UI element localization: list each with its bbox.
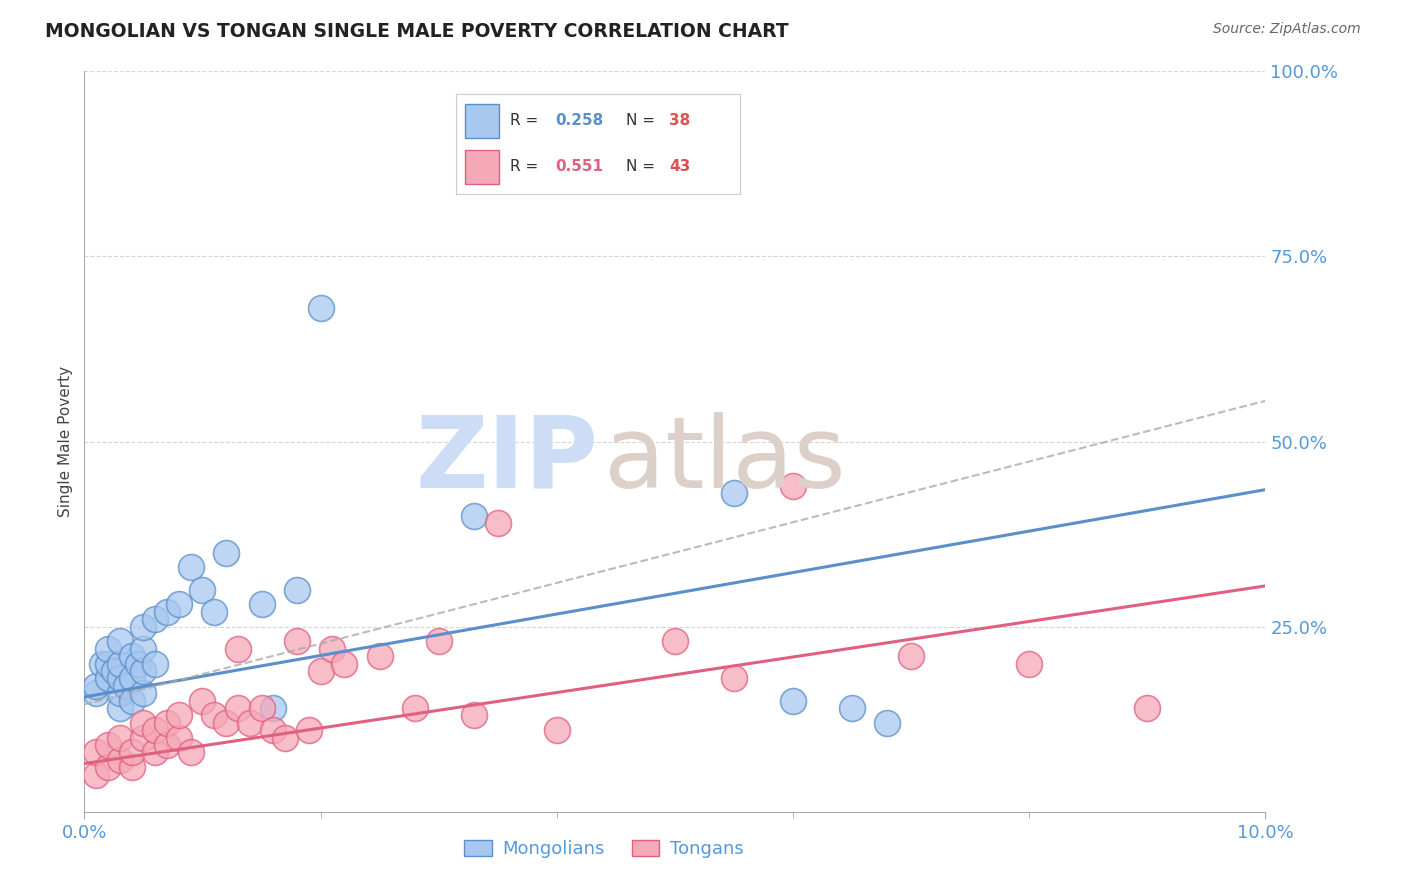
- Point: [143, 612, 166, 626]
- Point: [108, 731, 131, 745]
- Point: [546, 723, 568, 738]
- Point: [285, 582, 308, 597]
- Point: [127, 657, 149, 671]
- Point: [143, 657, 166, 671]
- Point: [274, 731, 297, 745]
- Point: [108, 672, 131, 686]
- Point: [97, 672, 120, 686]
- Point: [143, 723, 166, 738]
- Point: [782, 694, 804, 708]
- Point: [132, 619, 155, 633]
- Y-axis label: Single Male Poverty: Single Male Poverty: [58, 366, 73, 517]
- Point: [108, 753, 131, 767]
- Point: [463, 708, 485, 723]
- Point: [463, 508, 485, 523]
- Point: [226, 641, 249, 656]
- Point: [121, 649, 143, 664]
- Point: [132, 686, 155, 700]
- Point: [132, 641, 155, 656]
- Point: [250, 701, 273, 715]
- Point: [427, 634, 450, 648]
- Point: [156, 738, 179, 752]
- Point: [156, 605, 179, 619]
- Point: [202, 605, 225, 619]
- Point: [1018, 657, 1040, 671]
- Point: [156, 715, 179, 730]
- Point: [132, 731, 155, 745]
- Point: [167, 731, 190, 745]
- Point: [121, 672, 143, 686]
- Text: MONGOLIAN VS TONGAN SINGLE MALE POVERTY CORRELATION CHART: MONGOLIAN VS TONGAN SINGLE MALE POVERTY …: [45, 22, 789, 41]
- Point: [333, 657, 356, 671]
- Point: [368, 649, 391, 664]
- Point: [250, 598, 273, 612]
- Point: [91, 657, 114, 671]
- Point: [97, 657, 120, 671]
- Point: [841, 701, 863, 715]
- Point: [108, 634, 131, 648]
- Legend: Mongolians, Tongans: Mongolians, Tongans: [457, 833, 751, 865]
- Point: [132, 664, 155, 678]
- Point: [876, 715, 898, 730]
- Text: ZIP: ZIP: [415, 411, 598, 508]
- Point: [180, 746, 202, 760]
- Point: [664, 634, 686, 648]
- Point: [143, 746, 166, 760]
- Point: [900, 649, 922, 664]
- Text: Source: ZipAtlas.com: Source: ZipAtlas.com: [1213, 22, 1361, 37]
- Point: [180, 560, 202, 574]
- Point: [309, 664, 332, 678]
- Point: [167, 708, 190, 723]
- Point: [108, 657, 131, 671]
- Point: [84, 679, 107, 693]
- Point: [202, 708, 225, 723]
- Point: [132, 715, 155, 730]
- Point: [84, 746, 107, 760]
- Text: atlas: atlas: [605, 411, 845, 508]
- Point: [262, 701, 284, 715]
- Point: [215, 546, 238, 560]
- Point: [97, 641, 120, 656]
- Point: [121, 694, 143, 708]
- Point: [121, 760, 143, 774]
- Point: [97, 738, 120, 752]
- Point: [167, 598, 190, 612]
- Point: [191, 694, 214, 708]
- Point: [404, 701, 426, 715]
- Point: [114, 679, 136, 693]
- Point: [723, 672, 745, 686]
- Point: [239, 715, 262, 730]
- Point: [285, 634, 308, 648]
- Point: [84, 767, 107, 781]
- Point: [309, 301, 332, 316]
- Point: [723, 486, 745, 500]
- Point: [97, 760, 120, 774]
- Point: [108, 686, 131, 700]
- Point: [108, 701, 131, 715]
- Point: [191, 582, 214, 597]
- Point: [298, 723, 321, 738]
- Point: [226, 701, 249, 715]
- Point: [121, 746, 143, 760]
- Point: [486, 516, 509, 530]
- Point: [1136, 701, 1159, 715]
- Point: [782, 479, 804, 493]
- Point: [215, 715, 238, 730]
- Point: [84, 686, 107, 700]
- Point: [262, 723, 284, 738]
- Point: [103, 664, 125, 678]
- Point: [321, 641, 343, 656]
